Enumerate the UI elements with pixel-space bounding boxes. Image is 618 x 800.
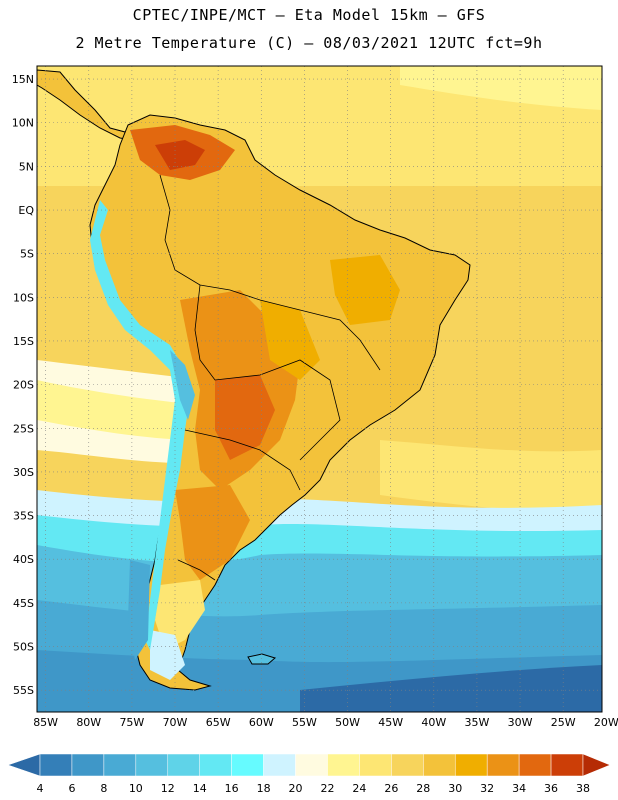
paraguay-hot-zone bbox=[215, 375, 275, 460]
colorbar-box bbox=[167, 753, 200, 777]
colorbar-label: 22 bbox=[320, 782, 334, 795]
argentina-warm-zone bbox=[175, 485, 250, 580]
lat-label: 20S bbox=[13, 379, 34, 392]
mato-grosso-warm-zone bbox=[260, 300, 320, 380]
border-lines-patagonia bbox=[177, 559, 216, 581]
pacific-mild-band bbox=[37, 380, 200, 440]
colorbar-box bbox=[71, 753, 105, 777]
lon-label: 65W bbox=[206, 716, 231, 729]
border-lines-south bbox=[184, 429, 301, 491]
lon-label: 70W bbox=[163, 716, 188, 729]
lat-label: 50S bbox=[13, 641, 34, 654]
lon-label: 75W bbox=[119, 716, 144, 729]
south-coldest-band bbox=[300, 665, 602, 712]
colorbar-box bbox=[423, 753, 456, 777]
colorbar-label: 34 bbox=[512, 782, 526, 795]
lat-label: 15S bbox=[13, 335, 34, 348]
andes-cold-strip bbox=[90, 200, 190, 650]
altiplano-cold-zone bbox=[170, 350, 195, 420]
lon-label: 80W bbox=[76, 716, 101, 729]
colorbar-label: 20 bbox=[289, 782, 303, 795]
colorbar-box bbox=[231, 753, 264, 777]
colorbar-label: 4 bbox=[37, 782, 44, 795]
lat-label: 25S bbox=[13, 422, 34, 435]
lon-label: 20W bbox=[594, 716, 618, 729]
colorbar-box bbox=[295, 753, 328, 777]
colorbar-box bbox=[103, 753, 137, 777]
lat-label: 10N bbox=[12, 117, 34, 130]
colorbar-label: 26 bbox=[384, 782, 398, 795]
colorbar-label: 18 bbox=[257, 782, 271, 795]
lat-label: 55S bbox=[13, 684, 34, 697]
colorbar: 4 6 8 10 12 14 16 18 20 22 24 26 28 30 32 34 36 38 bbox=[7, 753, 611, 795]
colorbar-box bbox=[135, 753, 169, 777]
colorbar-box bbox=[486, 753, 520, 777]
tierra-del-fuego-cool-zone bbox=[150, 630, 185, 680]
colorbar-box bbox=[359, 753, 392, 777]
colorbar-box bbox=[199, 753, 232, 777]
map-frame bbox=[36, 65, 603, 713]
colorbar-label: 36 bbox=[544, 782, 558, 795]
colorbar-label: 12 bbox=[161, 782, 175, 795]
colorbar-label: 24 bbox=[352, 782, 366, 795]
atlantic-mild-band bbox=[380, 440, 602, 520]
colorbar-label: 28 bbox=[416, 782, 430, 795]
lon-label: 85W bbox=[33, 716, 58, 729]
colorbar-box bbox=[327, 753, 360, 777]
colorbar-label: 14 bbox=[193, 782, 207, 795]
temperature-map: 15N 10N 5N EQ 5S 10S 15S 20S 25S 30S 35S 40S 45S 50S 5… bbox=[12, 65, 618, 729]
colorbar-arrow-high bbox=[582, 753, 611, 777]
lon-label: 40W bbox=[421, 716, 446, 729]
colorbar-labels: 4 6 8 10 12 14 16 18 20 22 24 26 28 30 32 34 36 38 bbox=[37, 782, 591, 795]
venezuela-hottest-zone bbox=[155, 140, 205, 170]
lat-label: 45S bbox=[13, 597, 34, 610]
lat-label: 40S bbox=[13, 553, 34, 566]
map-title-line2: 2 Metre Temperature (C) – 08/03/2021 12U… bbox=[75, 34, 543, 52]
colorbar-box bbox=[454, 753, 488, 777]
lat-label: EQ bbox=[18, 204, 34, 217]
colorbar-label: 8 bbox=[100, 782, 107, 795]
lat-label: 10S bbox=[13, 291, 34, 304]
lat-label: 35S bbox=[13, 510, 34, 523]
lon-label: 25W bbox=[551, 716, 576, 729]
colorbar-box bbox=[263, 753, 296, 777]
lat-label: 15N bbox=[12, 73, 34, 86]
colorbar-box bbox=[550, 753, 584, 777]
colorbar-boxes bbox=[7, 753, 611, 777]
colorbar-label: 38 bbox=[576, 782, 590, 795]
colorbar-box bbox=[518, 753, 552, 777]
colorbar-label: 32 bbox=[480, 782, 494, 795]
border-lines-north bbox=[159, 174, 381, 371]
lon-label: 35W bbox=[464, 716, 489, 729]
colorbar-box bbox=[391, 753, 424, 777]
lat-label: 30S bbox=[13, 466, 34, 479]
southern-andes-cold-zone bbox=[128, 560, 150, 660]
patagonia-mild-zone bbox=[155, 580, 205, 650]
northeast-brazil-warm-zone bbox=[330, 255, 400, 325]
longitude-labels: 85W 80W 75W 70W 65W 60W 55W 50W 45W 40W 35W 30W 25W 2… bbox=[33, 716, 618, 729]
map-title-line1: CPTEC/INPE/MCT – Eta Model 15km – GFS bbox=[132, 6, 486, 24]
caribbean-mild-band bbox=[400, 66, 602, 110]
lon-label: 60W bbox=[249, 716, 274, 729]
lon-label: 50W bbox=[335, 716, 360, 729]
lon-label: 55W bbox=[292, 716, 317, 729]
colorbar-label: 16 bbox=[225, 782, 239, 795]
colorbar-label: 30 bbox=[448, 782, 462, 795]
lon-label: 45W bbox=[378, 716, 403, 729]
lat-label: 5N bbox=[19, 160, 34, 173]
latitude-labels: 15N 10N 5N EQ 5S 10S 15S 20S 25S 30S 35S 40S 45S 50S 5… bbox=[12, 73, 35, 697]
colorbar-box bbox=[39, 753, 73, 777]
colorbar-arrow-low bbox=[7, 753, 41, 777]
lon-label: 30W bbox=[508, 716, 533, 729]
lat-label: 5S bbox=[20, 248, 34, 261]
colorbar-label: 10 bbox=[129, 782, 143, 795]
colorbar-label: 6 bbox=[68, 782, 75, 795]
border-lines-central bbox=[194, 284, 341, 461]
